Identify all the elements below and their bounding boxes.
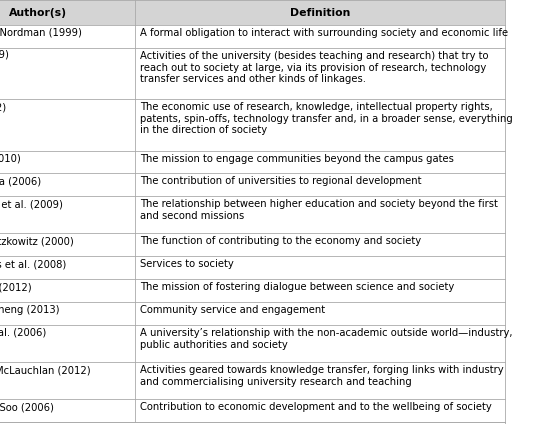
Polygon shape: [0, 0, 505, 25]
Polygon shape: [0, 48, 505, 99]
Polygon shape: [0, 399, 505, 422]
Text: Ermore & McLauchlan (2012): Ermore & McLauchlan (2012): [0, 365, 91, 375]
Text: The relationship between higher education and society beyond the first
and secon: The relationship between higher educatio…: [140, 199, 498, 221]
Text: Schoen et al. (2006): Schoen et al. (2006): [0, 328, 46, 338]
Text: Martin & Etzkowitz (2000): Martin & Etzkowitz (2000): [0, 237, 74, 246]
Text: Activities geared towards knowledge transfer, forging links with industry
and co: Activities geared towards knowledge tran…: [140, 365, 504, 387]
Text: A university’s relationship with the non-academic outside world—industry,
public: A university’s relationship with the non…: [140, 328, 512, 349]
Text: Contribution to economic development and to the wellbeing of society: Contribution to economic development and…: [140, 402, 492, 412]
Polygon shape: [0, 173, 505, 196]
Text: Activities of the university (besides teaching and research) that try to
reach o: Activities of the university (besides te…: [140, 51, 488, 84]
Text: Laréa (2009): Laréa (2009): [0, 51, 9, 61]
Text: Asplund & Nordman (1999): Asplund & Nordman (1999): [0, 28, 82, 38]
Text: Author(s): Author(s): [8, 8, 66, 17]
Polygon shape: [0, 196, 505, 234]
Polygon shape: [0, 325, 505, 362]
Polygon shape: [0, 362, 505, 399]
Text: Phan (2012): Phan (2012): [0, 102, 6, 112]
Text: Nkoaditloaneng (2013): Nkoaditloaneng (2013): [0, 305, 60, 315]
Text: The function of contributing to the economy and society: The function of contributing to the econ…: [140, 237, 421, 246]
Text: Definition: Definition: [290, 8, 350, 17]
Polygon shape: [0, 25, 505, 48]
Polygon shape: [0, 99, 505, 151]
Text: The mission to engage communities beyond the campus gates: The mission to engage communities beyond…: [140, 153, 454, 164]
Text: Services to society: Services to society: [140, 259, 234, 269]
Text: Gunasekara (2006): Gunasekara (2006): [0, 176, 41, 187]
Text: The mission of fostering dialogue between science and society: The mission of fostering dialogue betwee…: [140, 282, 455, 292]
Text: The economic use of research, knowledge, intellectual property rights,
patents, : The economic use of research, knowledge,…: [140, 102, 513, 135]
Polygon shape: [0, 302, 505, 325]
Text: Leahorn & Soo (2006): Leahorn & Soo (2006): [0, 402, 54, 412]
Text: A formal obligation to interact with surrounding society and economic life: A formal obligation to interact with sur…: [140, 28, 508, 38]
Text: Meredazzi (2012): Meredazzi (2012): [0, 282, 32, 292]
Text: Community service and engagement: Community service and engagement: [140, 305, 325, 315]
Text: Bjeeson (2010): Bjeeson (2010): [0, 153, 21, 164]
Text: Montesinos et al. (2008): Montesinos et al. (2008): [0, 259, 66, 269]
Polygon shape: [0, 234, 505, 256]
Polygon shape: [0, 256, 505, 279]
Text: The contribution of universities to regional development: The contribution of universities to regi…: [140, 176, 422, 187]
Polygon shape: [0, 151, 505, 173]
Polygon shape: [0, 279, 505, 302]
Text: Göransson et al. (2009): Göransson et al. (2009): [0, 199, 63, 209]
